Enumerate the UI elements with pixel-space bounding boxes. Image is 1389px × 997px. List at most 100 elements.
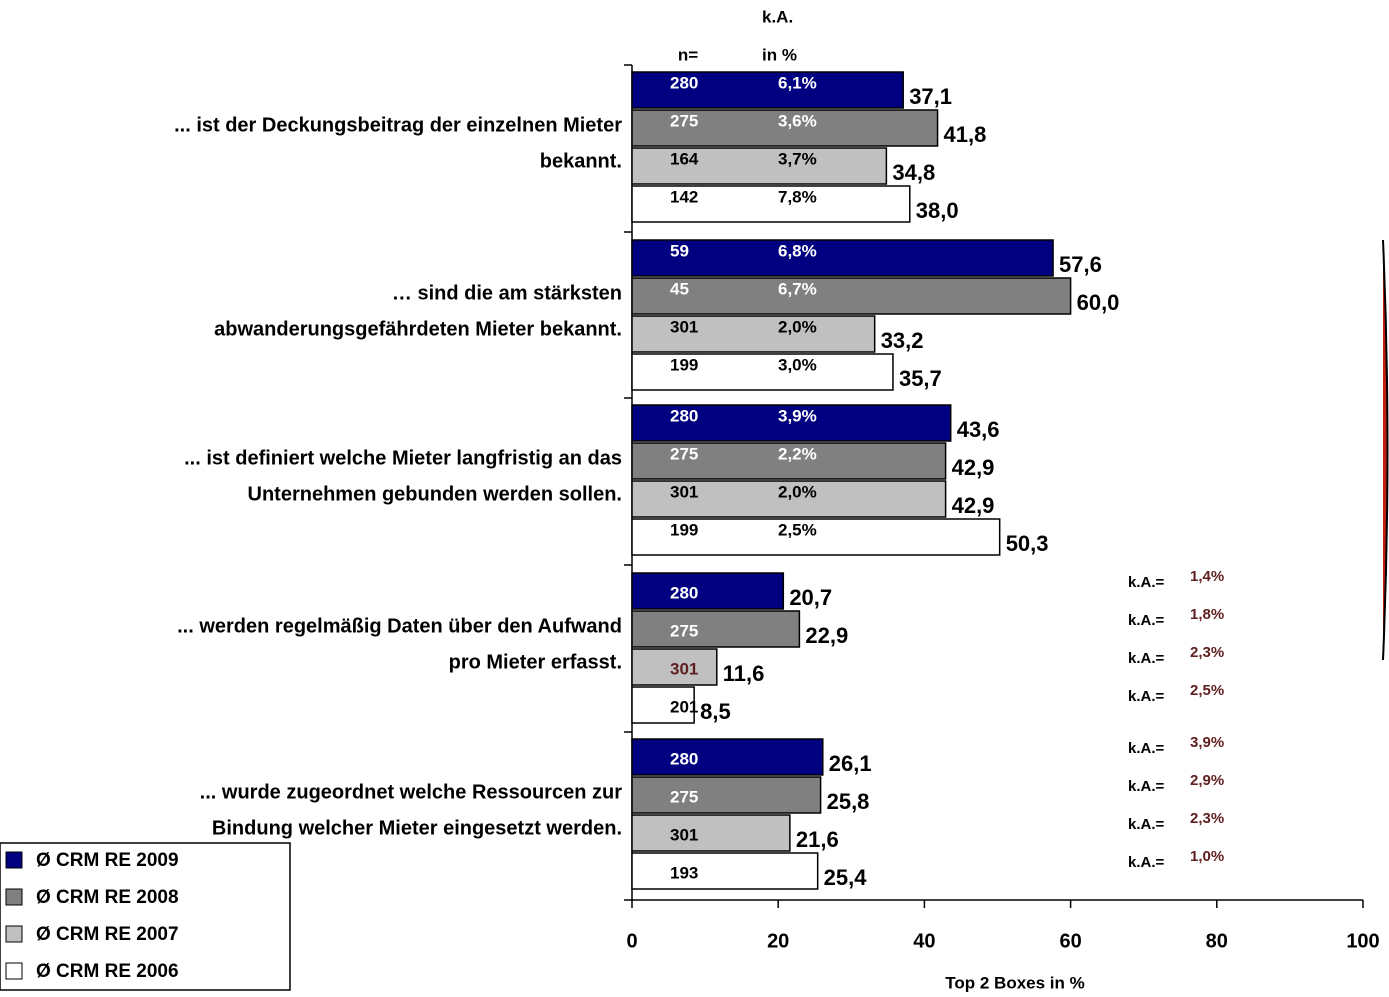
category-label: abwanderungsgefährdeten Mieter bekannt.: [214, 318, 622, 340]
value-label: 25,8: [827, 789, 870, 814]
ka-label: 2,9%: [1190, 772, 1224, 789]
x-tick-label: 40: [913, 930, 935, 952]
category-label: ... wurde zugeordnet welche Ressourcen z…: [200, 781, 623, 803]
ka-label: 2,3%: [1190, 644, 1224, 661]
ka-label: 2,5%: [1190, 682, 1224, 699]
bar: [631, 353, 894, 391]
n-label: 199: [670, 520, 698, 539]
category-label: ... ist der Deckungsbeitrag der einzelne…: [174, 114, 622, 136]
value-label: 25,4: [824, 865, 868, 890]
value-label: 38,0: [916, 198, 959, 223]
ka-header: in %: [762, 45, 797, 64]
ka-label: 2,0%: [778, 482, 817, 501]
n-label: 275: [670, 444, 698, 463]
n-label: 199: [670, 355, 698, 374]
n-label: 201: [670, 697, 698, 716]
n-label: 193: [670, 863, 698, 882]
decoration: [1382, 239, 1389, 661]
bar: [631, 147, 888, 185]
ka-prefix: k.A.=: [1128, 688, 1165, 705]
value-label: 50,3: [1006, 531, 1049, 556]
ka-prefix: k.A.=: [1128, 778, 1165, 795]
value-label: 42,9: [952, 455, 995, 480]
x-tick-label: 80: [1206, 930, 1228, 952]
legend-box: [0, 842, 291, 991]
ka-prefix: k.A.=: [1128, 650, 1165, 667]
bar: [631, 852, 819, 890]
ka-prefix: k.A.=: [1128, 816, 1165, 833]
category-label: Unternehmen gebunden werden sollen.: [248, 483, 623, 505]
value-label: 60,0: [1077, 290, 1120, 315]
n-label: 301: [670, 659, 698, 678]
value-label: 8,5: [700, 699, 731, 724]
bar: [631, 686, 695, 724]
legend-label: Ø CRM RE 2008: [36, 887, 179, 908]
ka-label: 2,2%: [778, 444, 817, 463]
bar: [631, 814, 791, 852]
category-label: … sind die am stärksten: [392, 282, 622, 304]
n-label: 142: [670, 187, 698, 206]
value-label: 43,6: [957, 417, 1000, 442]
x-tick-label: 0: [626, 930, 637, 952]
ka-label: 2,3%: [1190, 810, 1224, 827]
value-label: 21,6: [796, 827, 839, 852]
bar: [631, 776, 822, 814]
ka-label: 6,1%: [778, 73, 817, 92]
bar: [631, 71, 904, 109]
bar: [631, 404, 952, 442]
ka-label: 3,0%: [778, 355, 817, 374]
bar: [631, 109, 939, 147]
n-label: 301: [670, 317, 698, 336]
value-label: 57,6: [1059, 252, 1102, 277]
bar: [631, 518, 1001, 556]
n-header: n=: [678, 45, 698, 64]
n-label: 280: [670, 73, 698, 92]
n-label: 301: [670, 825, 698, 844]
ka-prefix: k.A.=: [1128, 854, 1165, 871]
bar: [631, 185, 911, 223]
category-label: ... werden regelmäßig Daten über den Auf…: [177, 615, 622, 637]
x-tick-label: 100: [1346, 930, 1379, 952]
ka-label: 3,6%: [778, 111, 817, 130]
n-label: 275: [670, 111, 698, 130]
ka-label: 3,9%: [1190, 734, 1224, 751]
category-label: pro Mieter erfasst.: [449, 651, 622, 673]
ka-label: 2,5%: [778, 520, 817, 539]
value-label: 26,1: [829, 751, 872, 776]
bar: [631, 610, 801, 648]
x-axis-label: Top 2 Boxes in %: [945, 973, 1085, 992]
legend-label: Ø CRM RE 2006: [36, 961, 179, 982]
n-label: 275: [670, 621, 698, 640]
value-label: 11,6: [723, 661, 765, 686]
value-label: 33,2: [881, 328, 924, 353]
ka-header: k.A.: [762, 7, 793, 26]
bar: [631, 480, 947, 518]
n-label: 275: [670, 787, 698, 806]
ka-label: 6,7%: [778, 279, 817, 298]
ka-label: 1,0%: [1190, 848, 1224, 865]
bar: [631, 572, 785, 610]
x-tick-label: 20: [767, 930, 789, 952]
legend-label: Ø CRM RE 2009: [36, 850, 179, 871]
bar: [631, 738, 824, 776]
legend-swatch: [5, 962, 23, 980]
ka-label: 3,7%: [778, 149, 817, 168]
ka-label: 1,4%: [1190, 568, 1224, 585]
ka-label: 2,0%: [778, 317, 817, 336]
x-tick-label: 60: [1059, 930, 1081, 952]
ka-prefix: k.A.=: [1128, 612, 1165, 629]
value-label: 35,7: [899, 366, 942, 391]
n-label: 301: [670, 482, 698, 501]
legend-swatch: [5, 851, 23, 869]
n-label: 45: [670, 279, 689, 298]
bar: [631, 239, 1054, 277]
ka-label: 6,8%: [778, 241, 817, 260]
n-label: 280: [670, 406, 698, 425]
legend-swatch: [5, 925, 23, 943]
n-label: 59: [670, 241, 689, 260]
value-label: 34,8: [892, 160, 935, 185]
n-label: 280: [670, 749, 698, 768]
ka-prefix: k.A.=: [1128, 740, 1165, 757]
category-label: Bindung welcher Mieter eingesetzt werden…: [212, 817, 622, 839]
